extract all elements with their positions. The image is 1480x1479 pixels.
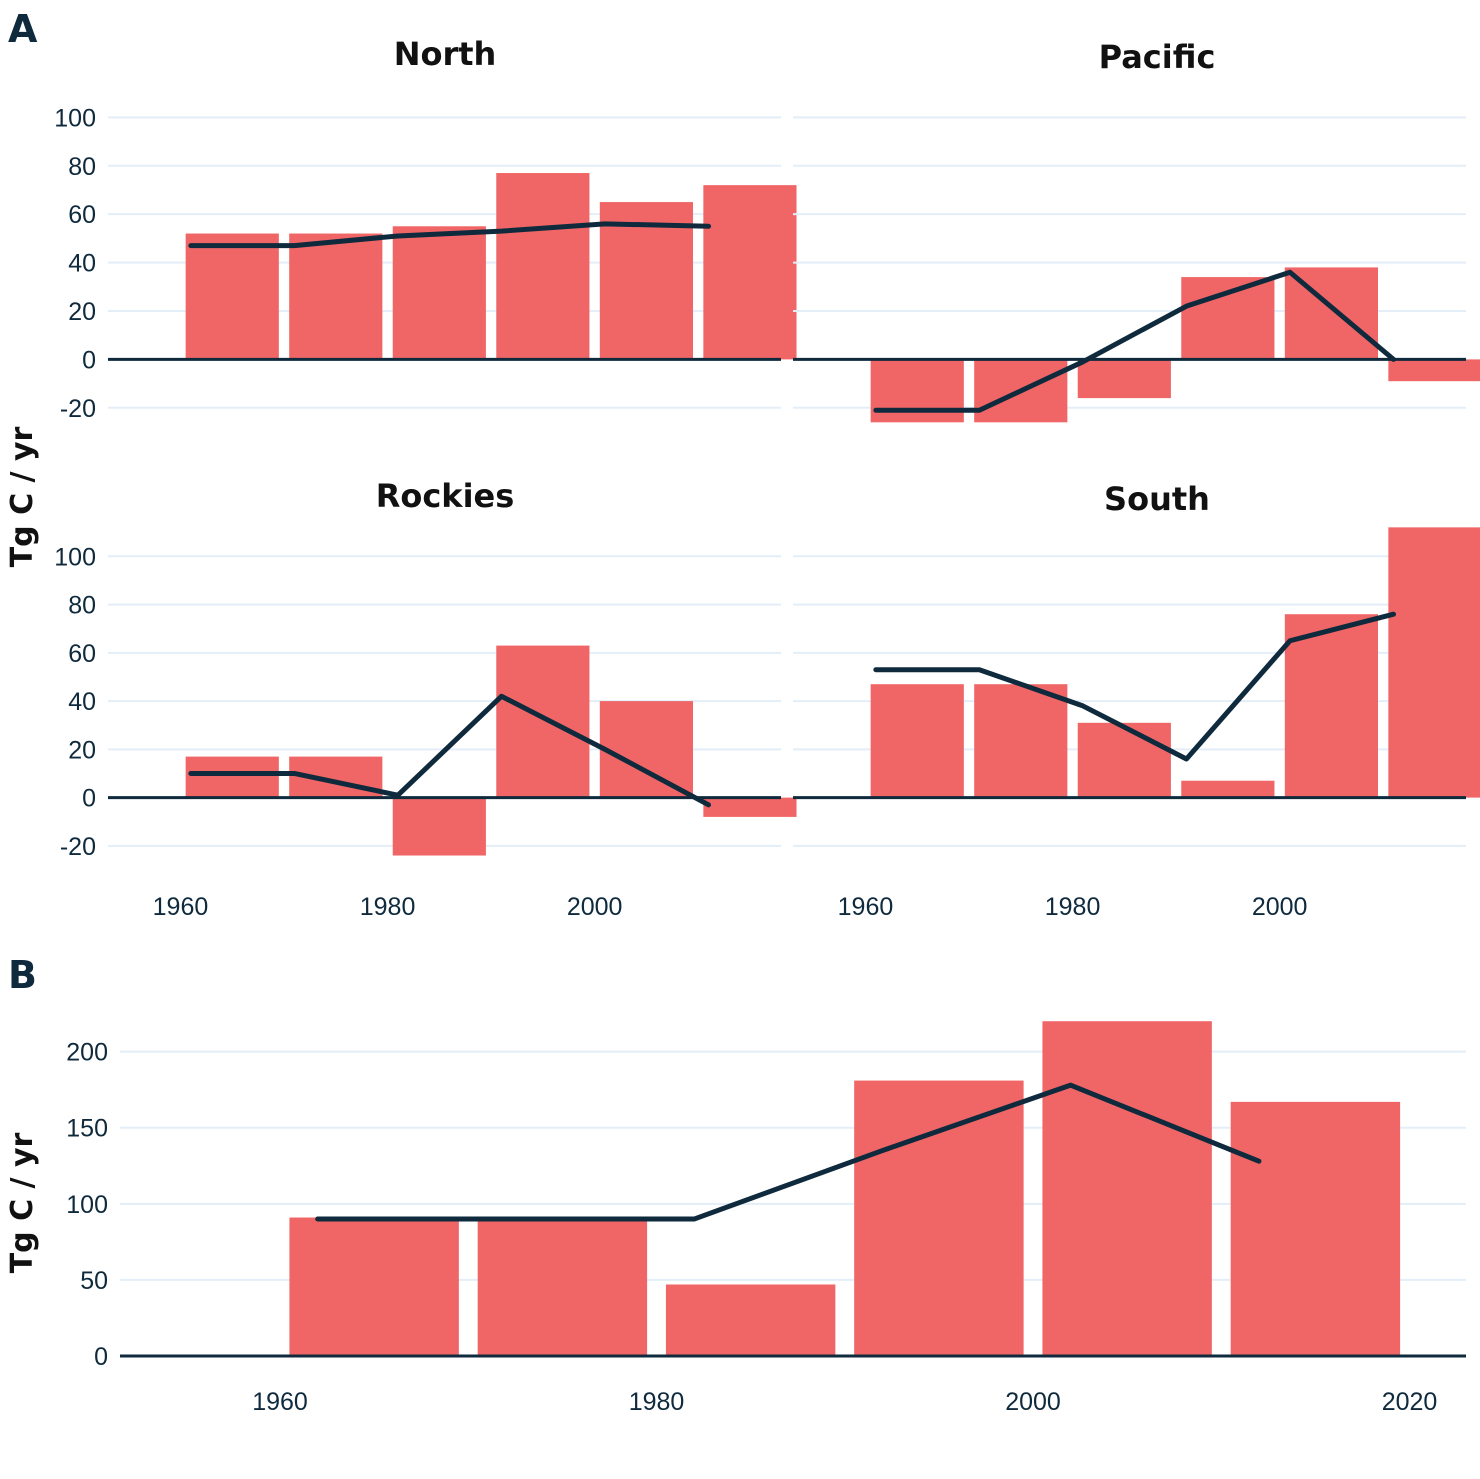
- y-tick-label: 40: [68, 250, 96, 278]
- panel-b-chart: 0 50 100 150 200 1960 1980 2000 2020: [66, 1021, 1466, 1416]
- trend-line: [315, 1082, 1262, 1222]
- bar: [477, 1217, 648, 1356]
- y-tick-label: 80: [68, 153, 96, 181]
- bar: [1230, 1101, 1401, 1356]
- bar: [289, 1217, 459, 1356]
- y-tick-label: 60: [68, 640, 96, 668]
- facet-title: North: [394, 35, 497, 73]
- bar: [870, 684, 964, 798]
- y-tick-label: -20: [60, 833, 96, 861]
- y-tick-label: 150: [66, 1115, 108, 1143]
- y-tick-label: 200: [66, 1039, 108, 1067]
- facet-north: -20 0 20 40 60 80 100 North: [54, 35, 797, 423]
- x-tick-label: 1960: [153, 893, 209, 921]
- y-tick-label: 0: [82, 785, 96, 813]
- x-tick-label: 1980: [629, 1388, 685, 1416]
- x-tick-label: 1960: [252, 1388, 308, 1416]
- bar: [496, 645, 590, 798]
- bar: [289, 233, 383, 360]
- y-tick-label: 0: [82, 346, 96, 374]
- trend-line: [188, 693, 712, 808]
- y-tick-label: 20: [68, 736, 96, 764]
- bar: [496, 173, 590, 360]
- bar: [1181, 780, 1275, 798]
- x-tick-label: 1980: [360, 893, 416, 921]
- bar: [974, 684, 1068, 798]
- y-tick-label: -20: [60, 395, 96, 423]
- facet-rockies: -20 0 20 40 60 80 100 Rockies 1960 1980 2000: [54, 477, 797, 921]
- bar: [703, 797, 797, 817]
- x-tick-label: 2000: [1252, 893, 1308, 921]
- bar: [703, 185, 797, 360]
- x-tick-label: 1980: [1045, 893, 1101, 921]
- panel-a-y-axis-label: Tg C / yr: [5, 427, 40, 568]
- trend-line: [873, 269, 1397, 413]
- bar: [1388, 527, 1480, 798]
- bar: [185, 233, 279, 360]
- x-tick-label: 2020: [1382, 1388, 1438, 1416]
- y-tick-label: 100: [66, 1191, 108, 1219]
- y-tick-label: 20: [68, 298, 96, 326]
- bar: [1284, 614, 1378, 798]
- y-tick-label: 100: [54, 104, 96, 132]
- bar: [1077, 722, 1171, 798]
- bar: [599, 202, 693, 360]
- bar: [1181, 277, 1275, 360]
- bar: [854, 1080, 1024, 1356]
- bar: [1077, 359, 1171, 399]
- y-tick-label: 80: [68, 592, 96, 620]
- facet-title: South: [1104, 480, 1210, 518]
- facet-title: Pacific: [1099, 38, 1216, 76]
- y-tick-label: 0: [94, 1343, 108, 1371]
- y-tick-label: 100: [54, 543, 96, 571]
- facet-title: Rockies: [376, 477, 515, 515]
- bar: [599, 701, 693, 798]
- bar: [1388, 359, 1480, 382]
- panel-a-letter: A: [8, 7, 38, 51]
- bar: [392, 797, 486, 856]
- bar: [665, 1284, 836, 1356]
- x-tick-label: 1960: [838, 893, 894, 921]
- panel-b-y-axis-label: Tg C / yr: [5, 1133, 40, 1274]
- trend-line: [873, 611, 1397, 762]
- facet-south: South 1960 1980 2000: [793, 480, 1480, 921]
- bar: [870, 359, 964, 423]
- x-tick-label: 2000: [567, 893, 623, 921]
- y-tick-label: 40: [68, 688, 96, 716]
- trend-line: [188, 221, 712, 249]
- y-tick-label: 60: [68, 201, 96, 229]
- bar: [392, 226, 486, 360]
- x-tick-label: 2000: [1005, 1388, 1061, 1416]
- facet-pacific: Pacific: [793, 38, 1480, 423]
- bar: [1042, 1021, 1212, 1356]
- bar: [185, 756, 279, 798]
- y-tick-label: 50: [80, 1267, 108, 1295]
- panel-b-letter: B: [8, 953, 37, 997]
